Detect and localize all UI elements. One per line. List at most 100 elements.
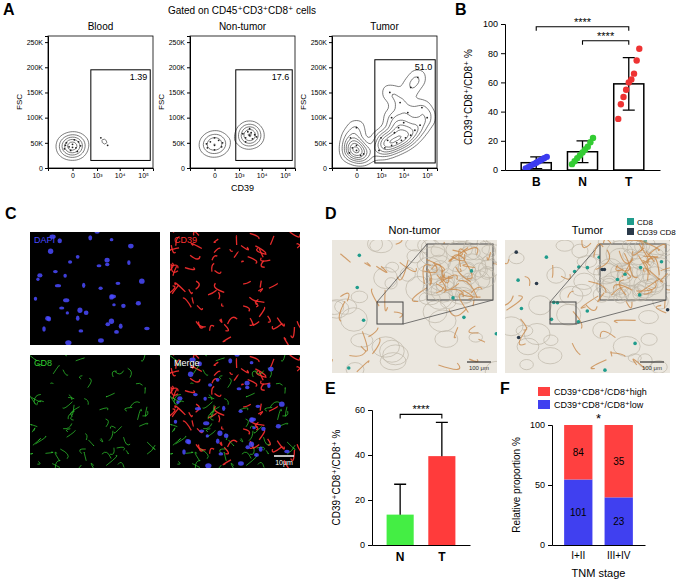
texture bbox=[516, 325, 533, 336]
texture bbox=[47, 317, 51, 322]
tick-mark bbox=[501, 24, 505, 25]
axis-title: FSC bbox=[157, 94, 166, 110]
event-point bbox=[247, 131, 249, 133]
tick-mark bbox=[368, 410, 372, 411]
texture bbox=[237, 387, 242, 390]
texture bbox=[594, 244, 603, 258]
texture bbox=[218, 415, 219, 422]
tick: T bbox=[625, 175, 633, 189]
axis-line bbox=[187, 37, 191, 169]
texture bbox=[55, 284, 61, 287]
texture bbox=[242, 452, 251, 458]
error-bar bbox=[436, 422, 448, 456]
plot-frame bbox=[48, 36, 153, 168]
texture bbox=[544, 335, 558, 345]
texture bbox=[514, 250, 518, 254]
texture bbox=[66, 429, 70, 432]
texture bbox=[63, 274, 66, 278]
texture bbox=[347, 366, 351, 370]
tick-label: 0 bbox=[355, 172, 359, 179]
tick: 10⁴ bbox=[115, 168, 126, 179]
texture bbox=[598, 293, 605, 302]
axis-line bbox=[373, 545, 471, 546]
axis: 010³10⁴10⁵ bbox=[333, 168, 438, 179]
tick: 250K bbox=[311, 39, 332, 46]
texture bbox=[255, 371, 264, 374]
tick-mark bbox=[285, 168, 286, 171]
event-point bbox=[252, 138, 254, 140]
texture bbox=[277, 318, 284, 326]
tick: 40 bbox=[355, 450, 372, 460]
tick: 0 bbox=[39, 165, 48, 172]
texture bbox=[243, 404, 251, 407]
tick: 200K bbox=[311, 64, 332, 71]
texture bbox=[596, 250, 610, 270]
texture bbox=[270, 236, 274, 245]
texture bbox=[203, 421, 209, 425]
significance-label: * bbox=[596, 411, 601, 426]
texture bbox=[557, 304, 581, 325]
tick-mark bbox=[548, 425, 552, 426]
plot-area bbox=[339, 60, 435, 166]
event-point bbox=[426, 117, 428, 119]
bar-segment bbox=[605, 425, 633, 497]
axis-line bbox=[501, 25, 506, 171]
tick-label: 150K bbox=[27, 89, 44, 96]
event-point bbox=[218, 139, 220, 141]
texture bbox=[65, 340, 71, 345]
tick-mark bbox=[501, 82, 505, 83]
texture bbox=[216, 439, 220, 444]
texture bbox=[606, 241, 633, 267]
axis-line bbox=[506, 170, 661, 171]
plot-area bbox=[521, 46, 644, 170]
texture bbox=[172, 428, 175, 432]
texture bbox=[188, 372, 193, 378]
texture bbox=[505, 258, 509, 264]
texture bbox=[205, 355, 207, 356]
tick-label: 0 bbox=[213, 172, 217, 179]
texture bbox=[285, 407, 286, 417]
texture bbox=[641, 333, 657, 345]
event-point bbox=[107, 144, 109, 146]
texture bbox=[626, 240, 643, 251]
texture bbox=[588, 281, 606, 292]
texture bbox=[112, 303, 115, 306]
texture bbox=[211, 407, 220, 417]
tick: 10⁵ bbox=[138, 168, 149, 179]
texture bbox=[128, 244, 134, 249]
texture bbox=[35, 436, 46, 444]
event-point bbox=[207, 147, 209, 149]
texture bbox=[214, 371, 220, 375]
texture bbox=[67, 430, 76, 437]
event-point bbox=[387, 139, 389, 141]
tick: 50K bbox=[315, 140, 332, 147]
texture bbox=[267, 383, 270, 388]
data-point bbox=[618, 101, 624, 107]
texture bbox=[376, 266, 387, 272]
tick-label: 50K bbox=[315, 140, 328, 147]
texture bbox=[98, 287, 102, 291]
texture bbox=[370, 240, 393, 253]
event-point bbox=[350, 137, 352, 139]
tick-label: T bbox=[625, 175, 633, 189]
texture bbox=[30, 424, 37, 426]
event-point bbox=[399, 102, 401, 104]
texture bbox=[255, 369, 265, 377]
axis-line bbox=[45, 37, 49, 169]
texture bbox=[71, 416, 74, 420]
texture bbox=[253, 321, 259, 325]
tick: 0 bbox=[360, 540, 372, 550]
texture bbox=[252, 371, 257, 377]
texture bbox=[193, 393, 198, 396]
texture bbox=[451, 289, 464, 297]
texture bbox=[118, 462, 124, 467]
event-point bbox=[363, 153, 365, 155]
image-label: Merge bbox=[174, 358, 200, 368]
texture bbox=[633, 342, 637, 346]
texture bbox=[392, 240, 402, 244]
event-point bbox=[380, 137, 382, 139]
event-point bbox=[65, 144, 67, 146]
texture bbox=[372, 337, 400, 357]
event-point bbox=[214, 149, 216, 151]
texture bbox=[238, 410, 242, 414]
